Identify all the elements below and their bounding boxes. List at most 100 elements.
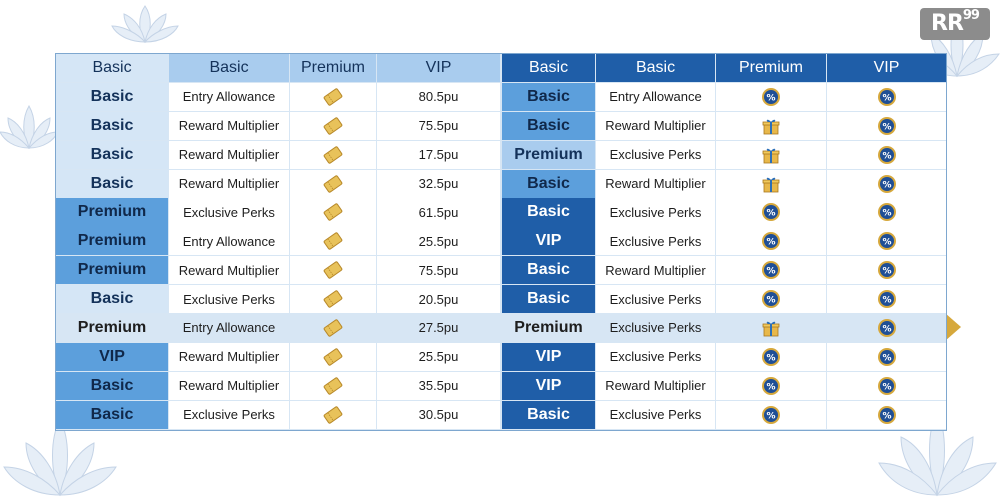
left-column-header: VIP [377, 54, 500, 83]
tier-label: Basic [502, 198, 595, 227]
table-row[interactable]: Basic Entry Allowance%% [502, 82, 946, 112]
left-column-header: Basic [169, 54, 289, 83]
table-row[interactable]: Basic Entry Allowance 80.5pu [56, 82, 500, 112]
tier-label: Basic [502, 285, 595, 314]
perk-label: Entry Allowance [169, 227, 289, 256]
perk-label: Exclusive Perks [169, 198, 289, 227]
table-row[interactable]: Basic Exclusive Perks 30.5pu [56, 400, 500, 429]
table-row[interactable]: Basic Reward Multiplier% [502, 111, 946, 140]
perk-label: Exclusive Perks [169, 400, 289, 429]
table-row[interactable]: Premium Reward Multiplier 75.5pu [56, 256, 500, 285]
perk-label: Exclusive Perks [596, 342, 715, 371]
svg-text:%: % [766, 267, 775, 277]
table-row[interactable]: Basic Reward Multiplier 17.5pu [56, 140, 500, 169]
percent-coin-icon: % [716, 285, 826, 314]
tier-label: Basic [56, 82, 168, 112]
percent-coin-icon: % [827, 198, 946, 227]
ticket-icon [290, 169, 376, 198]
percent-coin-icon: % [827, 169, 946, 198]
svg-text:%: % [882, 238, 891, 248]
percent-coin-icon: % [716, 342, 826, 371]
svg-text:%: % [882, 296, 891, 306]
svg-text:%: % [766, 93, 775, 103]
table-row[interactable]: Premium Entry Allowance 25.5pu [56, 227, 500, 256]
table-row[interactable]: VIP Exclusive Perks%% [502, 342, 946, 371]
perk-label: Exclusive Perks [596, 400, 715, 429]
left-header-row: Basic Basic Premium VIP [56, 54, 500, 83]
perk-label: Entry Allowance [596, 82, 715, 112]
svg-text:%: % [766, 382, 775, 392]
table-row[interactable]: Premium Exclusive Perks% [502, 314, 946, 342]
ticket-icon [290, 285, 376, 314]
percent-coin-icon: % [716, 82, 826, 112]
table-row[interactable]: Basic Reward Multiplier 32.5pu [56, 169, 500, 198]
value-label: 75.5pu [377, 111, 500, 140]
tier-label: Basic [56, 111, 168, 140]
perk-label: Exclusive Perks [596, 198, 715, 227]
percent-coin-icon: % [827, 400, 946, 429]
svg-text:%: % [766, 353, 775, 363]
table-row[interactable]: Premium Entry Allowance 27.5pu [56, 314, 500, 342]
perk-label: Reward Multiplier [169, 140, 289, 169]
table-row[interactable]: Basic Reward Multiplier% [502, 169, 946, 198]
table-row[interactable]: Basic Exclusive Perks%% [502, 285, 946, 314]
ticket-icon [290, 198, 376, 227]
perk-label: Entry Allowance [182, 320, 276, 336]
tier-label: VIP [502, 371, 595, 400]
tier-label: VIP [502, 342, 595, 371]
percent-coin-icon: % [716, 256, 826, 285]
svg-text:%: % [766, 411, 775, 421]
svg-text:%: % [882, 324, 891, 334]
percent-coin-icon: % [716, 400, 826, 429]
perk-label: Reward Multiplier [596, 371, 715, 400]
table-row[interactable]: Premium Exclusive Perks% [502, 140, 946, 169]
table-row[interactable]: Basic Reward Multiplier 75.5pu [56, 111, 500, 140]
ticket-icon [290, 400, 376, 429]
table-row[interactable]: VIP Reward Multiplier%% [502, 371, 946, 400]
table-row[interactable]: Basic Exclusive Perks%% [502, 400, 946, 429]
tier-label: Basic [56, 169, 168, 198]
percent-coin-icon: % [827, 82, 946, 112]
perk-label: Exclusive Perks [596, 140, 715, 169]
ticket-icon [290, 314, 376, 342]
tier-label: Basic [56, 371, 168, 400]
tier-label: Basic [502, 400, 595, 429]
lotus-bottom-left-icon [3, 417, 117, 497]
right-column-header: VIP [827, 54, 946, 83]
value-label: 75.5pu [377, 256, 500, 285]
tier-label: Premium [56, 227, 168, 256]
svg-text:%: % [882, 122, 891, 132]
table-row[interactable]: Basic Exclusive Perks 20.5pu [56, 285, 500, 314]
table-row[interactable]: VIP Reward Multiplier 25.5pu [56, 342, 500, 371]
svg-text:%: % [882, 353, 891, 363]
table-row[interactable]: VIP Exclusive Perks%% [502, 227, 946, 256]
percent-coin-icon: % [827, 140, 946, 169]
right-column-header: Basic [502, 54, 595, 83]
perk-label: Reward Multiplier [169, 169, 289, 198]
percent-coin-icon: % [827, 285, 946, 314]
percent-coin-icon: % [827, 256, 946, 285]
table-row[interactable]: Basic Reward Multiplier%% [502, 256, 946, 285]
value-label: 20.5pu [377, 285, 500, 314]
tier-label: VIP [56, 342, 168, 371]
table-row[interactable]: Basic Reward Multiplier 35.5pu [56, 371, 500, 400]
right-table: Basic Basic Premium VIP Basic Entry Allowance… [502, 54, 946, 430]
percent-coin-icon: % [827, 371, 946, 400]
perk-label: Entry Allowance [169, 82, 289, 112]
value-label: 25.5pu [377, 342, 500, 371]
percent-coin-icon: % [716, 371, 826, 400]
svg-text:%: % [766, 238, 775, 248]
ticket-icon [290, 82, 376, 112]
perk-label: Reward Multiplier [169, 111, 289, 140]
value-label: 30.5pu [377, 400, 500, 429]
ticket-icon [290, 256, 376, 285]
svg-text:%: % [882, 151, 891, 161]
tier-label: VIP [502, 227, 595, 256]
table-row[interactable]: Premium Exclusive Perks 61.5pu [56, 198, 500, 227]
ticket-icon [290, 371, 376, 400]
left-table: Basic Basic Premium VIP Basic Entry Allowance… [56, 54, 500, 430]
svg-text:%: % [882, 209, 891, 219]
perk-label: Exclusive Perks [609, 320, 702, 336]
perk-label: Reward Multiplier [169, 371, 289, 400]
table-row[interactable]: Basic Exclusive Perks%% [502, 198, 946, 227]
